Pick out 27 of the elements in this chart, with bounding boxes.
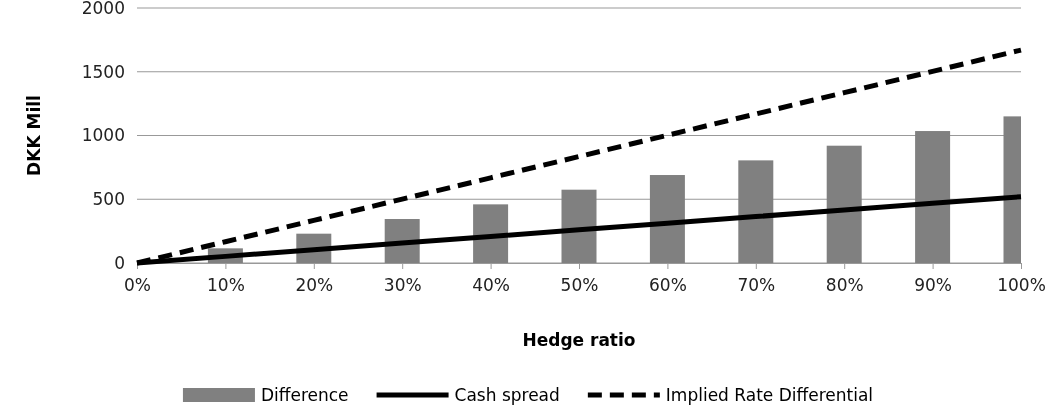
x-tick-label: 90% [914, 275, 952, 296]
bar [738, 160, 774, 263]
x-axis-title: Hedge ratio [522, 330, 636, 350]
x-tick-label: 80% [825, 275, 864, 296]
x-tick-label: 0% [124, 275, 151, 296]
legend-label: Difference [260, 385, 349, 405]
x-tick-label: 10% [207, 275, 245, 296]
y-tick-label: 1000 [81, 125, 125, 146]
x-tick-label: 70% [737, 275, 776, 296]
bar [561, 189, 597, 263]
bar [915, 131, 951, 263]
y-tick-label: 1500 [81, 61, 125, 82]
y-axis-title: DKK Mill [24, 95, 44, 176]
y-tick-label: 500 [92, 189, 125, 210]
x-tick-label: 40% [472, 275, 510, 296]
bar [473, 204, 509, 263]
legend-label: Cash spread [454, 385, 560, 405]
bar [826, 145, 862, 263]
x-tick-label: 60% [649, 275, 687, 296]
y-tick-label: 0 [114, 252, 125, 273]
x-tick-label: 20% [295, 275, 334, 296]
y-tick-label: 2000 [81, 0, 125, 18]
x-tick-label: 30% [383, 275, 422, 296]
x-tick-label: 50% [560, 275, 599, 296]
legend-label: Implied Rate Differential [665, 385, 874, 405]
x-tick-label: 100% [997, 275, 1046, 296]
bar [649, 175, 685, 263]
